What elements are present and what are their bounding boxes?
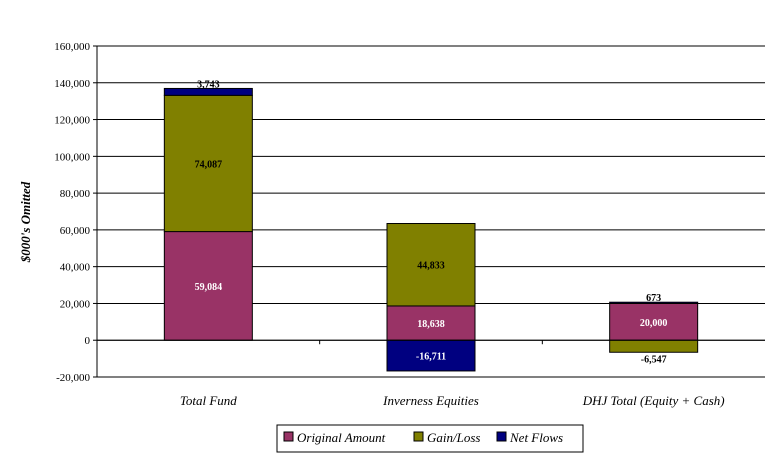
- bar-segment: [386, 223, 476, 307]
- y-tick-label: 140,000: [54, 78, 90, 90]
- data-label: 20,000: [640, 318, 668, 329]
- y-tick-label: 40,000: [60, 262, 91, 274]
- y-tick-label: -20,000: [56, 372, 90, 384]
- legend-swatch: [283, 431, 294, 442]
- data-label: -16,711: [416, 352, 446, 363]
- x-category-label: DHJ Total (Equity + Cash): [582, 393, 725, 408]
- y-tick-label: 100,000: [54, 151, 90, 163]
- axes: [96, 46, 765, 377]
- bar-segment: [609, 339, 699, 353]
- x-category-label: Total Fund: [180, 393, 237, 408]
- y-tick-label: 0: [85, 335, 91, 347]
- legend-label: Gain/Loss: [427, 430, 480, 445]
- y-tick-label: 20,000: [60, 298, 91, 310]
- y-tick-label: 60,000: [60, 225, 91, 237]
- bar-segment: [163, 87, 253, 96]
- legend-swatch: [496, 431, 507, 442]
- legend-label: Original Amount: [297, 430, 386, 445]
- data-label: 18,638: [417, 319, 445, 330]
- bar-segment: [609, 301, 699, 304]
- y-tick-label: 160,000: [54, 41, 90, 53]
- legend-box: [276, 424, 584, 453]
- data-label: -6,547: [641, 354, 667, 365]
- bars: [163, 87, 699, 372]
- y-tick-label: 80,000: [60, 188, 91, 200]
- bar-segment: [163, 94, 253, 233]
- bar-segment: [609, 302, 699, 341]
- y-axis-title: $000's Omitted: [18, 181, 33, 263]
- data-labels: 59,084 74,087 3,743 18,638 44,833 -16,711 20,0…: [195, 79, 668, 365]
- data-label: 44,833: [417, 261, 445, 272]
- y-ticks: -20,000 0 20,000 40,000 60,000 80,000 100,000 1…: [54, 41, 543, 384]
- legend: Original Amount Gain/Loss Net Flows: [276, 424, 584, 453]
- legend-label: Net Flows: [509, 430, 563, 445]
- bar-segment: [386, 339, 476, 372]
- x-categories: Total Fund Inverness Equities DHJ Total (E…: [180, 393, 725, 408]
- y-tick-label: 120,000: [54, 115, 90, 127]
- x-category-label: Inverness Equities: [382, 393, 479, 408]
- data-label: 59,084: [195, 282, 223, 293]
- legend-swatch: [413, 431, 424, 442]
- data-label: 74,087: [195, 159, 223, 170]
- data-label: 673: [646, 293, 661, 304]
- data-label: 3,743: [197, 79, 220, 90]
